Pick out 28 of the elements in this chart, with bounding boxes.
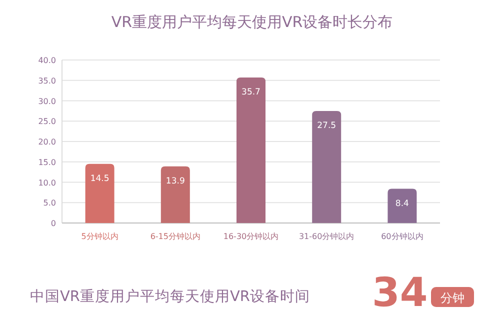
y-tick-label: 15.0 bbox=[38, 158, 56, 167]
x-tick-label: 60分钟以内 bbox=[381, 232, 424, 241]
x-tick-label: 5分钟以内 bbox=[81, 232, 118, 241]
text: 分钟 bbox=[440, 291, 464, 305]
data-label: 14.5 bbox=[90, 174, 110, 184]
y-tick-label: 5.0 bbox=[43, 198, 56, 208]
y-tick-label: 25.0 bbox=[38, 117, 56, 126]
text: 34 bbox=[372, 270, 428, 316]
x-tick-label: 6-15分钟以内 bbox=[150, 232, 200, 241]
bar bbox=[236, 78, 266, 223]
data-label: 13.9 bbox=[166, 176, 185, 186]
bar bbox=[85, 164, 114, 223]
y-tick-label: 20.0 bbox=[38, 138, 56, 146]
bar bbox=[160, 166, 190, 223]
x-tick-label: 31-60分钟以内 bbox=[298, 232, 354, 241]
data-label: 8.4 bbox=[395, 198, 409, 209]
y-tick-label: 10.0 bbox=[38, 178, 56, 188]
y-tick-label: 30.0 bbox=[38, 96, 56, 106]
bar bbox=[312, 110, 342, 223]
text: 中国VR重度用户平均每天使用VR设备时间 bbox=[30, 288, 310, 305]
data-label: 35.7 bbox=[242, 88, 260, 98]
chart-title: VR重度用户平均每天使用VR设备时长分布 bbox=[111, 13, 393, 31]
y-tick-label: 40.0 bbox=[38, 56, 56, 65]
y-tick-label: 35.0 bbox=[38, 76, 56, 86]
x-tick-label: 16-30分钟以内 bbox=[223, 232, 279, 241]
data-label: 27.5 bbox=[317, 120, 336, 131]
bar bbox=[388, 188, 417, 223]
y-tick-label: 0 bbox=[50, 219, 56, 228]
